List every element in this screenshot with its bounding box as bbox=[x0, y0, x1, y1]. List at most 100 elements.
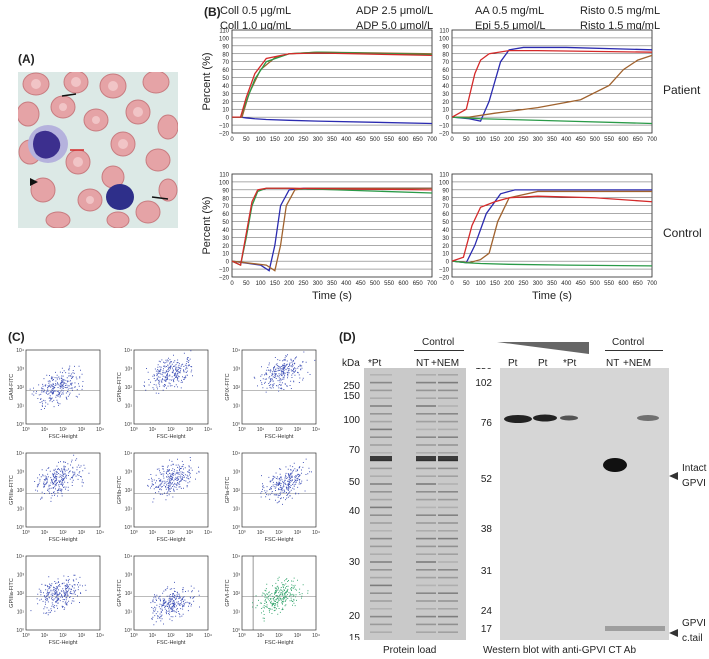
gel-band bbox=[438, 514, 458, 516]
y-tick-label: 10 bbox=[222, 108, 229, 114]
y-tick-label: 0 bbox=[226, 116, 230, 122]
flow-x-label: FSC-Height bbox=[265, 434, 294, 440]
gel-band bbox=[438, 608, 458, 610]
legend-adp-50: ADP 5.0 μmol/L bbox=[356, 20, 434, 32]
gel-band bbox=[438, 413, 458, 415]
gel-band bbox=[370, 514, 392, 516]
flow-x-tick: 10² bbox=[275, 530, 283, 536]
gel-band bbox=[416, 374, 436, 376]
gel-band bbox=[370, 584, 392, 587]
y-tick-label: 70 bbox=[222, 60, 229, 66]
flow-y-tick: 10³ bbox=[233, 367, 241, 373]
right-marker-label: 17 bbox=[481, 624, 493, 635]
flow-x-tick: 10¹ bbox=[41, 530, 49, 536]
y-tick-label: 60 bbox=[442, 212, 449, 218]
gel-band bbox=[416, 522, 436, 524]
gel-band bbox=[438, 420, 458, 423]
flow-y-label: GPIa-FITC bbox=[225, 477, 231, 504]
flow-y-label: GPVI-FITC bbox=[117, 579, 123, 606]
gel-band bbox=[416, 623, 436, 626]
legend-adp-25: ADP 2.5 μmol/L bbox=[356, 5, 434, 17]
gel-band bbox=[416, 608, 436, 610]
left-lane-nt: NT bbox=[416, 358, 430, 369]
left-marker-label: 40 bbox=[349, 506, 361, 517]
flow-y-tick: 10² bbox=[17, 385, 25, 391]
right-control-label: Control bbox=[612, 337, 645, 348]
y-tick-label: −10 bbox=[219, 268, 230, 274]
flow-x-tick: 10² bbox=[167, 427, 175, 433]
flow-events bbox=[252, 576, 309, 622]
flow-y-tick: 10⁴ bbox=[232, 348, 240, 354]
gel-band bbox=[370, 553, 392, 555]
gel-band bbox=[438, 381, 458, 384]
gel-band bbox=[416, 397, 436, 399]
gel-band bbox=[416, 561, 436, 563]
gel-band bbox=[438, 592, 458, 594]
gel-band bbox=[370, 428, 392, 431]
flow-y-label: GPIIIa-FITC bbox=[9, 578, 15, 608]
x-tick-label: 500 bbox=[370, 281, 381, 287]
gel-band bbox=[416, 506, 436, 509]
x-tick-label: 100 bbox=[476, 281, 487, 287]
gel-band bbox=[370, 389, 392, 392]
left-marker-label: 250 bbox=[343, 381, 360, 392]
right-marker-label: 24 bbox=[481, 606, 493, 617]
y-tick-label: −20 bbox=[439, 132, 450, 138]
flow-x-tick: 10¹ bbox=[149, 530, 157, 536]
flow-x-tick: 10³ bbox=[294, 427, 302, 433]
blot-background bbox=[500, 368, 669, 640]
x-tick-label: 400 bbox=[561, 137, 572, 143]
flow-x-tick: 10⁰ bbox=[238, 530, 246, 536]
gel-band bbox=[438, 452, 458, 454]
x-tick-label: 350 bbox=[547, 137, 558, 143]
gel-band bbox=[370, 405, 392, 407]
flow-y-label: GPIbα-FITC bbox=[117, 372, 123, 402]
legend-epi-55: Epi 5.5 μmol/L bbox=[475, 20, 546, 32]
y-tick-label: 100 bbox=[439, 36, 450, 42]
x-tick-label: 550 bbox=[604, 281, 615, 287]
flow-y-tick: 10¹ bbox=[233, 404, 241, 410]
y-tick-label: 80 bbox=[222, 196, 229, 202]
gel-band bbox=[438, 397, 458, 399]
gel-band bbox=[370, 374, 392, 376]
flow-y-tick: 10² bbox=[233, 488, 241, 494]
flow-y-label: GPIX-FITC bbox=[225, 373, 231, 400]
gel-band bbox=[370, 530, 392, 532]
gel-band bbox=[370, 397, 392, 399]
y-tick-label: 0 bbox=[446, 116, 450, 122]
flow-y-tick: 10⁰ bbox=[124, 628, 132, 634]
flow-y-tick: 10¹ bbox=[233, 610, 241, 616]
flow-x-tick: 10⁰ bbox=[130, 427, 138, 433]
gel-band bbox=[370, 452, 392, 454]
gel-band bbox=[438, 374, 458, 376]
flow-events bbox=[143, 350, 193, 394]
x-tick-label: 250 bbox=[298, 137, 309, 143]
gel-band bbox=[416, 452, 436, 454]
x-tick-label: 600 bbox=[618, 281, 629, 287]
x-tick-label: 650 bbox=[413, 137, 424, 143]
western-blot: 150 102 76 52 38 31 24 17 bbox=[475, 368, 669, 640]
flow-y-tick: 10⁴ bbox=[232, 554, 240, 560]
y-tick-label: 90 bbox=[222, 44, 229, 50]
x-tick-label: 550 bbox=[384, 281, 395, 287]
left-marker-label: 50 bbox=[349, 477, 361, 488]
right-marker-label: 52 bbox=[481, 474, 493, 485]
plot-frame bbox=[231, 29, 433, 134]
gel-band bbox=[370, 436, 392, 438]
left-kda-label: kDa bbox=[342, 358, 360, 369]
flow-events bbox=[29, 365, 84, 410]
flow-x-label: FSC-Height bbox=[157, 640, 186, 646]
flow-x-tick: 10⁰ bbox=[22, 530, 30, 536]
y-tick-label: 10 bbox=[222, 252, 229, 258]
flow-plot-frame bbox=[25, 452, 101, 528]
flow-x-tick: 10⁰ bbox=[238, 633, 246, 639]
x-tick-label: 150 bbox=[490, 137, 501, 143]
y-tick-label: −10 bbox=[439, 268, 450, 274]
flow-x-tick: 10² bbox=[275, 633, 283, 639]
